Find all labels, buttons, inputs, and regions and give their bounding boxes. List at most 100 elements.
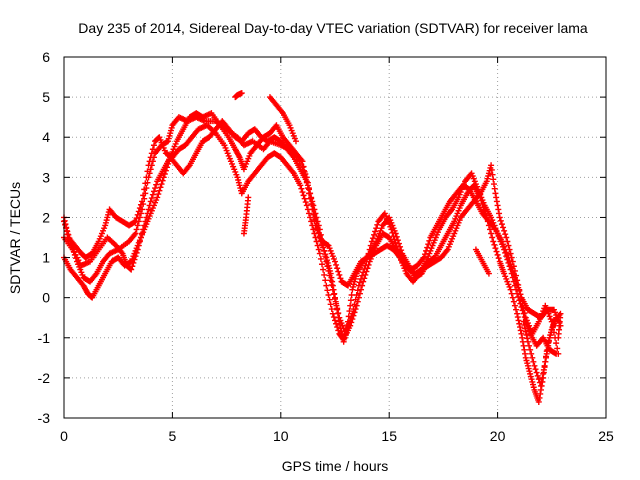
data-point: [354, 287, 361, 294]
data-point: [518, 304, 525, 311]
data-point: [504, 238, 511, 245]
data-point: [149, 146, 156, 153]
data-point: [334, 305, 341, 312]
data-point: [320, 266, 327, 273]
data-point: [505, 254, 512, 261]
data-point: [350, 306, 357, 313]
data-point: [555, 334, 562, 341]
data-point: [142, 180, 149, 187]
data-point: [142, 218, 149, 225]
data-point: [540, 366, 547, 373]
data-point: [488, 230, 495, 237]
y-tick-label: -3: [38, 410, 51, 426]
y-tick-label: 5: [42, 89, 50, 105]
data-point: [297, 182, 304, 189]
data-point: [515, 317, 522, 324]
data-point: [347, 302, 354, 309]
x-tick-label: 10: [273, 428, 289, 444]
data-point: [322, 253, 329, 260]
data-point: [539, 374, 546, 381]
data-point: [524, 335, 531, 342]
data-point: [136, 238, 143, 245]
data-point: [528, 350, 535, 357]
data-point: [324, 263, 331, 270]
data-point: [131, 256, 138, 263]
data-point: [371, 231, 378, 238]
data-point: [516, 287, 523, 294]
data-point: [303, 178, 310, 185]
data-point: [133, 215, 140, 222]
data-point: [522, 350, 529, 357]
data-point: [330, 291, 337, 298]
data-point: [302, 199, 309, 206]
data-point: [426, 237, 433, 244]
data-point: [300, 192, 307, 199]
data-point: [489, 171, 496, 178]
data-point: [492, 190, 499, 197]
data-point: [513, 277, 520, 284]
data-point: [245, 194, 252, 201]
data-point: [421, 251, 428, 258]
y-tick-label: -2: [38, 370, 51, 386]
data-point: [508, 264, 515, 271]
data-point: [132, 230, 139, 237]
data-point: [494, 251, 501, 258]
data-point: [332, 296, 338, 303]
data-point: [132, 253, 139, 260]
data-point: [372, 228, 379, 235]
data-point: [158, 181, 165, 188]
data-point: [128, 266, 135, 273]
axis-ticks: 0 5 10 15 20 25 -3 -2 -1 0 1 2 3 4 5 6: [38, 49, 614, 444]
data-point: [516, 320, 523, 327]
data-point: [64, 231, 71, 238]
data-point: [530, 358, 537, 365]
data-point: [514, 281, 521, 288]
data-point: [542, 358, 549, 365]
data-point: [507, 250, 514, 257]
data-point: [139, 230, 146, 237]
data-point: [392, 239, 399, 246]
data-point: [391, 236, 398, 243]
data-point: [334, 265, 341, 272]
data-point: [522, 328, 529, 335]
data-point: [369, 235, 376, 242]
data-point: [521, 346, 528, 353]
x-tick-label: 25: [598, 428, 614, 444]
data-point: [315, 246, 322, 253]
data-point: [521, 314, 528, 321]
data-point: [308, 194, 315, 201]
data-point: [519, 334, 526, 341]
data-point: [505, 242, 512, 249]
data-point: [365, 250, 372, 257]
data-point: [529, 354, 536, 361]
data-point: [325, 267, 332, 274]
data-point: [308, 218, 315, 225]
data-point: [543, 354, 550, 361]
data-point: [536, 394, 543, 401]
data-point: [317, 255, 324, 262]
y-axis-label: SDTVAR / TECUs: [7, 182, 23, 294]
data-point: [488, 166, 495, 173]
data-point: [307, 190, 314, 197]
data-point: [524, 338, 531, 345]
data-point: [360, 269, 367, 276]
data-point: [523, 332, 530, 339]
data-point: [520, 318, 527, 325]
data-point: [129, 263, 136, 270]
data-point: [314, 218, 321, 225]
data-point: [491, 241, 498, 248]
data-point: [522, 325, 529, 332]
data-point: [143, 174, 150, 181]
series-track-5: [232, 90, 564, 389]
data-point: [510, 271, 517, 278]
series-track-2: [61, 122, 562, 357]
data-point: [337, 275, 344, 282]
data-point: [553, 350, 560, 357]
data-point: [493, 194, 500, 201]
data-point: [364, 254, 371, 261]
data-point: [316, 226, 323, 233]
data-point: [148, 150, 155, 157]
data-point: [153, 181, 160, 188]
data-point: [150, 188, 157, 195]
data-point: [526, 327, 533, 334]
